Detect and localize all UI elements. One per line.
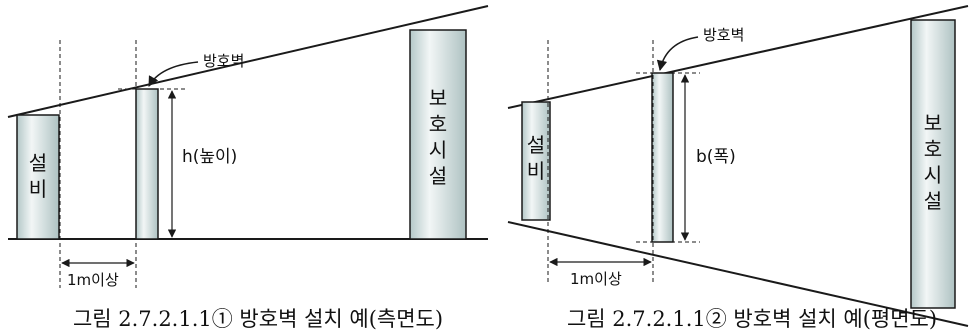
width-label: b(폭) (696, 147, 736, 167)
barrier-wall (651, 72, 674, 243)
distance-label: 1m이상 (570, 270, 622, 288)
plan-view-diagram: 설 비 방호벽 b(폭) 1m이상 보 호 시 설 그림 2.7.2.1.1② … (507, 5, 969, 331)
equipment-cylinder (16, 114, 60, 240)
barrier-pointer (656, 36, 699, 72)
distance-label: 1m이상 (67, 271, 119, 289)
equipment-label-2: 비 (527, 159, 545, 183)
barrier-label: 방호벽 (203, 52, 244, 70)
facility-label-4: 설 (924, 189, 942, 213)
barrier-label: 방호벽 (703, 26, 744, 44)
facility-label-3: 시 (924, 163, 942, 187)
facility-label-1: 보 (924, 111, 942, 135)
equipment-label-1: 설 (29, 151, 47, 175)
protected-facility-cylinder (409, 29, 467, 240)
facility-label-2: 호 (429, 112, 447, 136)
height-label: h(높이) (182, 147, 237, 167)
lower-boundary-line (507, 221, 969, 327)
protected-facility-cylinder (910, 19, 956, 309)
barrier-pointer (148, 61, 199, 87)
side-view-diagram: 설 비 방호벽 h(높이) 1m이상 보 호 시 설 그림 2.7.2.1.1①… (7, 5, 489, 331)
facility-label-1: 보 (429, 86, 447, 110)
plan-view-caption: 그림 2.7.2.1.1② 방호벽 설치 예(평면도) (567, 307, 937, 331)
upper-boundary-line (507, 5, 969, 109)
facility-label-3: 시 (429, 138, 447, 162)
facility-label-4: 설 (429, 164, 447, 188)
barrier-wall (135, 88, 159, 240)
protection-slope-line (7, 5, 489, 118)
facility-label-2: 호 (924, 137, 942, 161)
equipment-cylinder (521, 101, 551, 221)
equipment-label-2: 비 (29, 177, 47, 201)
side-view-caption: 그림 2.7.2.1.1① 방호벽 설치 예(측면도) (73, 307, 443, 331)
equipment-label-1: 설 (527, 133, 545, 157)
